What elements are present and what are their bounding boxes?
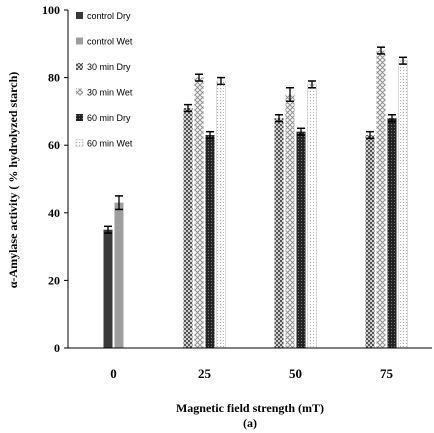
legend-label: control Wet [87, 37, 133, 47]
figure-caption: (a) [243, 416, 257, 430]
x-axis-title: Magnetic field strength (mT) [176, 401, 324, 415]
y-tick-label: 40 [48, 206, 60, 220]
bar [205, 135, 215, 348]
legend-swatch [76, 88, 83, 96]
x-tick-label: 50 [289, 366, 302, 381]
y-tick-label: 80 [48, 71, 60, 85]
y-axis-title: α-Amylase activity ( % hydrolyzed starch… [6, 72, 20, 289]
bar [398, 60, 408, 349]
legend-swatch [75, 139, 84, 147]
legend-label: 30 min Wet [87, 88, 133, 98]
bar [387, 118, 397, 348]
legend-label: 60 min Wet [87, 139, 133, 149]
bar [183, 108, 193, 349]
bar [216, 80, 226, 349]
legend: control Dry control Wet 30 min Dry 30 min W… [75, 11, 133, 149]
legend-swatch [76, 114, 83, 121]
bar [103, 229, 113, 348]
legend-swatch [76, 12, 83, 19]
x-tick-label: 0 [110, 366, 117, 381]
bar [194, 77, 204, 348]
legend-swatch [76, 63, 83, 70]
bar [307, 84, 317, 349]
y-tick-label: 100 [42, 3, 60, 17]
legend-swatch [76, 37, 83, 45]
legend-label: control Dry [87, 11, 131, 21]
bar [376, 50, 386, 349]
axes-layer: 0 20 40 60 80 100 0 25 50 75 [42, 3, 432, 381]
y-tick-label: 20 [48, 273, 60, 287]
error-bars-layer [104, 46, 407, 234]
bar [365, 135, 375, 348]
y-tick-label: 60 [48, 138, 60, 152]
x-tick-label: 75 [380, 366, 394, 381]
bar [274, 118, 284, 348]
bar [114, 202, 124, 348]
bar [296, 131, 306, 348]
legend-label: 30 min Dry [87, 62, 131, 72]
x-tick-label: 25 [198, 366, 212, 381]
bar [285, 94, 295, 348]
bars-layer [103, 50, 408, 349]
legend-label: 60 min Dry [87, 113, 131, 123]
y-tick-label: 0 [54, 341, 60, 355]
